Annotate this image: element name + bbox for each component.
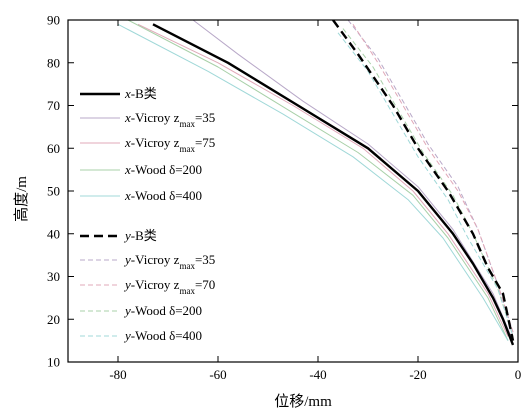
legend: x-B类 x-Vicroy zmax=35 x-Vicroy zmax=75 x-Wo… (80, 86, 215, 343)
series-line-1 (152, 23, 515, 346)
legend-item: y-Wood δ=400 (80, 328, 202, 343)
legend-label: y-Wood δ=200 (123, 303, 202, 318)
legend-item: y-Vicroy zmax=35 (80, 252, 215, 271)
legend-label: y-B类 (123, 228, 157, 243)
legend-item: x-B类 (80, 86, 157, 101)
legend-label: x-Wood δ=400 (124, 188, 202, 203)
y-tick-label: 40 (47, 226, 60, 241)
legend-item: x-Wood δ=200 (80, 162, 202, 177)
legend-label: x-B类 (124, 86, 157, 101)
legend-item: x-Vicroy zmax=35 (80, 110, 215, 129)
legend-label: x-Vicroy zmax=75 (124, 135, 215, 154)
y-tick-label: 60 (47, 141, 60, 156)
y-tick-label: 20 (47, 312, 60, 327)
series-line-10 (337, 32, 514, 337)
legend-label: x-Wood δ=200 (124, 162, 202, 177)
y-tick-label: 50 (47, 184, 60, 199)
legend-item: y-Wood δ=200 (80, 303, 202, 318)
x-tick-label: -40 (309, 367, 326, 382)
series-line-5 (117, 23, 509, 341)
legend-label: y-Wood δ=400 (123, 328, 202, 343)
y-tick-label: 70 (47, 98, 60, 113)
series-line-4 (127, 20, 509, 341)
series-line-6 (332, 20, 515, 341)
y-tick-label: 30 (47, 269, 60, 284)
legend-label: x-Vicroy zmax=35 (124, 110, 215, 129)
axis-layer: -80 -60 -40 -20 0 10 20 30 40 50 60 70 80 90 (47, 13, 521, 383)
series-line-3 (137, 23, 509, 337)
legend-label: y-Vicroy zmax=35 (123, 252, 215, 271)
y-tick-label: 10 (47, 355, 60, 370)
legend-item: y-Vicroy zmax=70 (80, 277, 215, 296)
y-tick-label: 90 (47, 13, 60, 28)
x-tick-label: 0 (515, 367, 522, 382)
series-line-2 (192, 20, 514, 341)
series-layer (117, 20, 515, 346)
x-tick-label: -20 (409, 367, 426, 382)
series-line-9 (342, 28, 514, 337)
y-axis-title: 高度/m (13, 176, 30, 222)
x-tick-label: -60 (209, 367, 226, 382)
series-line-8 (352, 24, 514, 333)
legend-item: y-B类 (80, 228, 157, 243)
y-tick-label: 80 (47, 55, 60, 70)
x-tick-label: -80 (109, 367, 126, 382)
legend-item: x-Vicroy zmax=75 (80, 135, 215, 154)
legend-label: y-Vicroy zmax=70 (123, 277, 215, 296)
legend-item: x-Wood δ=400 (80, 188, 202, 203)
x-axis-title: 位移/mm (274, 393, 332, 410)
